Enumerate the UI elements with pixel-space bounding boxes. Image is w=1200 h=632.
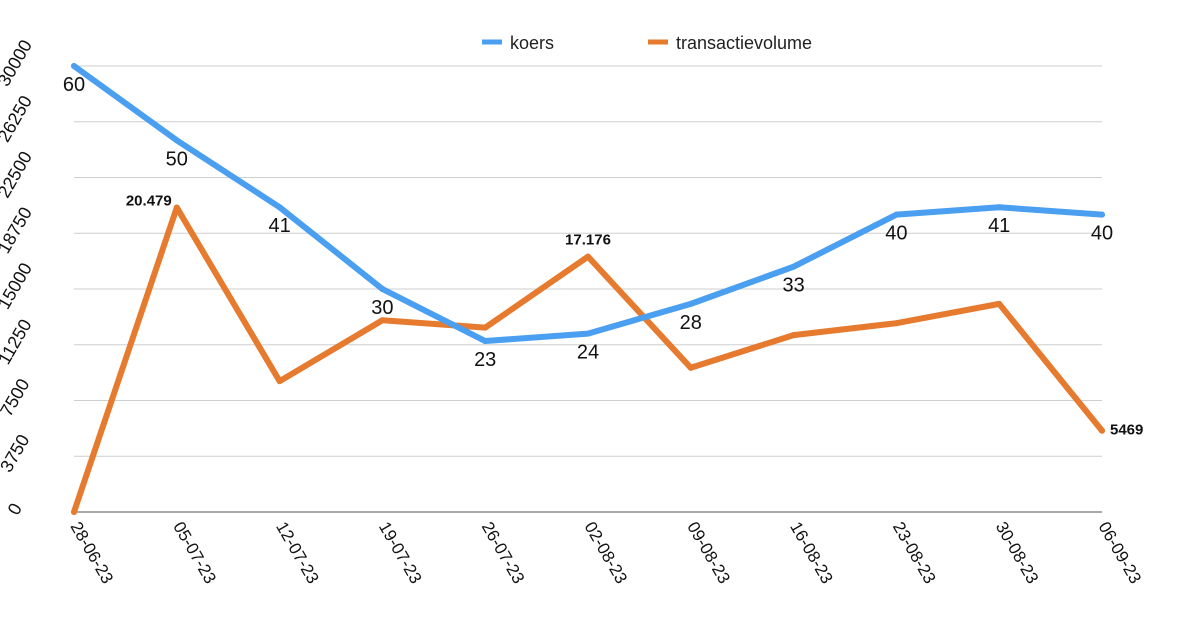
x-tick-label: 28-06-23 xyxy=(67,519,117,587)
data-point-transactievolume xyxy=(893,320,900,327)
y-tick-label: 15000 xyxy=(0,259,36,312)
x-tick-label: 09-08-23 xyxy=(683,519,733,587)
data-point-transactievolume xyxy=(996,300,1003,307)
data-point-transactievolume xyxy=(585,253,591,260)
series-layer xyxy=(71,63,1105,515)
x-tick-label: 16-08-23 xyxy=(786,519,836,587)
x-tick-label: 06-09-23 xyxy=(1095,519,1145,587)
data-point-koers xyxy=(687,300,694,307)
y-tick-label: 22500 xyxy=(0,148,36,201)
data-label-koers: 60 xyxy=(63,74,85,96)
data-label-koers: 33 xyxy=(782,275,804,297)
data-point-transactievolume xyxy=(71,509,77,515)
y-tick-label: 30000 xyxy=(0,36,36,89)
data-point-transactievolume xyxy=(482,324,489,331)
y-tick-label: 18750 xyxy=(0,204,36,257)
grid-layer xyxy=(74,65,1102,513)
data-label-koers: 40 xyxy=(885,223,907,245)
data-label-koers: 40 xyxy=(1091,223,1113,245)
x-tick-label: 23-08-23 xyxy=(889,519,939,587)
data-label-koers: 30 xyxy=(371,297,393,319)
legend-label-koers: koers xyxy=(510,33,554,53)
x-tick-label: 30-08-23 xyxy=(992,519,1042,587)
data-point-koers xyxy=(482,338,489,345)
y-tick-label: 3750 xyxy=(0,431,33,476)
data-point-transactievolume xyxy=(790,332,797,339)
legend: koers transactievolume xyxy=(482,33,812,53)
data-point-transactievolume xyxy=(173,204,180,211)
data-label-koers: 23 xyxy=(474,349,496,371)
x-tick-label: 26-07-23 xyxy=(478,519,528,587)
y-tick-label: 26250 xyxy=(0,92,36,145)
data-point-transactievolume xyxy=(379,317,386,324)
data-label-koers: 41 xyxy=(988,215,1010,237)
data-point-koers xyxy=(996,204,1003,211)
data-label-transactievolume: 17.176 xyxy=(565,232,611,249)
data-labels: 60 50 41 30 23 24 28 33 40 41 40 20.479 17.176 5469 xyxy=(63,74,1144,439)
data-point-koers xyxy=(585,330,591,337)
y-tick-label: 11250 xyxy=(0,316,36,368)
data-label-koers: 41 xyxy=(268,215,290,237)
x-tick-label: 02-08-23 xyxy=(581,519,631,587)
data-point-koers xyxy=(173,137,180,144)
data-label-transactievolume: 20.479 xyxy=(126,193,172,210)
y-tick-label: 0 xyxy=(4,500,26,519)
data-label-transactievolume: 5469 xyxy=(1110,422,1143,439)
data-point-transactievolume xyxy=(276,378,283,385)
legend-label-transactievolume: transactievolume xyxy=(676,33,812,53)
x-tick-label: 12-07-23 xyxy=(272,519,322,587)
x-tick-label: 19-07-23 xyxy=(375,519,425,587)
data-point-transactievolume xyxy=(1099,427,1105,434)
data-point-koers xyxy=(1099,211,1105,218)
x-tick-label: 05-07-23 xyxy=(169,519,219,587)
y-tick-label: 7500 xyxy=(0,375,33,420)
data-point-koers xyxy=(71,63,77,69)
data-label-koers: 28 xyxy=(680,312,702,334)
data-point-koers xyxy=(379,286,386,292)
data-label-koers: 24 xyxy=(577,342,599,364)
data-point-transactievolume xyxy=(687,364,694,371)
data-point-koers xyxy=(893,211,900,218)
data-label-koers: 50 xyxy=(166,148,188,170)
x-axis-ticks: 28-06-23 05-07-23 12-07-23 19-07-23 26-07-23… xyxy=(67,519,1145,587)
data-point-koers xyxy=(790,263,797,270)
data-point-koers xyxy=(276,204,283,211)
